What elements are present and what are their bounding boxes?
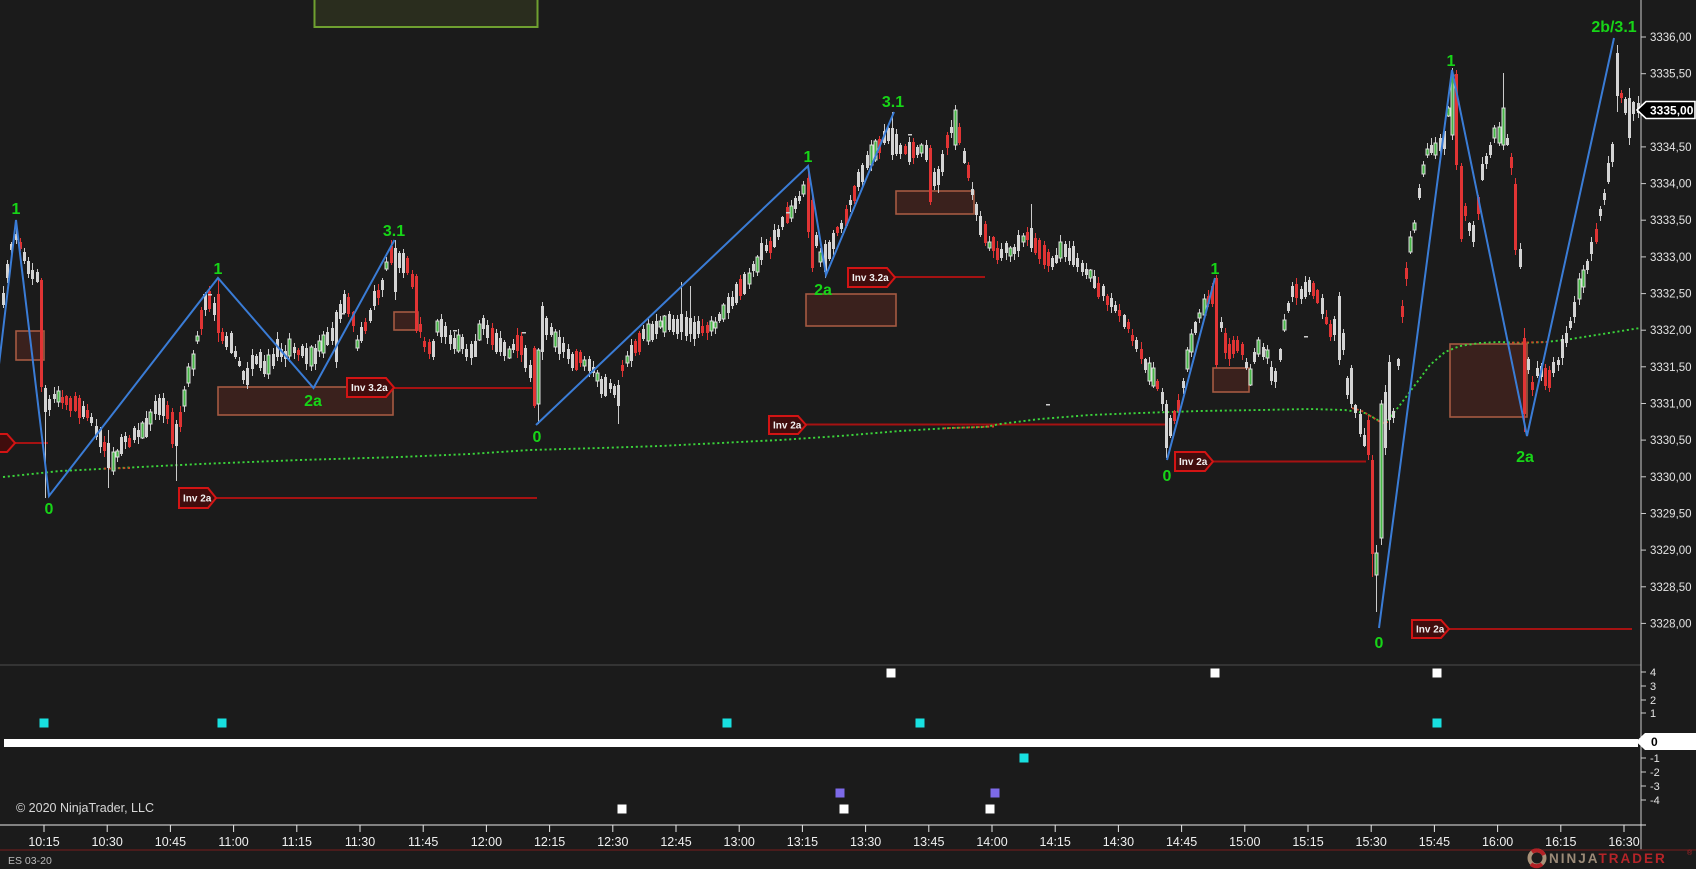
svg-text:1: 1 (214, 261, 223, 278)
svg-text:3.1: 3.1 (882, 94, 904, 111)
svg-text:14:45: 14:45 (1166, 835, 1197, 849)
svg-text:© 2020 NinjaTrader, LLC: © 2020 NinjaTrader, LLC (16, 801, 154, 815)
svg-text:3333,50: 3333,50 (1650, 215, 1692, 227)
svg-text:Inv 2a: Inv 2a (1179, 457, 1208, 468)
svg-text:16:00: 16:00 (1482, 835, 1513, 849)
svg-text:12:30: 12:30 (597, 835, 628, 849)
svg-text:11:15: 11:15 (282, 835, 312, 849)
svg-text:2b/3.1: 2b/3.1 (1591, 19, 1636, 36)
svg-text:13:30: 13:30 (850, 835, 881, 849)
svg-text:-3: -3 (1650, 781, 1660, 793)
svg-text:15:30: 15:30 (1356, 835, 1387, 849)
svg-text:13:15: 13:15 (787, 835, 818, 849)
svg-text:13:45: 13:45 (913, 835, 944, 849)
svg-text:10:45: 10:45 (155, 835, 186, 849)
svg-text:1: 1 (1447, 53, 1456, 70)
svg-text:11:30: 11:30 (345, 835, 375, 849)
svg-text:3331,50: 3331,50 (1650, 362, 1692, 374)
svg-text:3334,50: 3334,50 (1650, 142, 1692, 154)
svg-text:14:15: 14:15 (1040, 835, 1071, 849)
svg-text:3328,50: 3328,50 (1650, 582, 1692, 594)
svg-text:0: 0 (45, 501, 54, 518)
svg-text:10:15: 10:15 (28, 835, 59, 849)
svg-text:2a: 2a (1516, 449, 1534, 466)
svg-text:11:00: 11:00 (218, 835, 248, 849)
svg-text:1: 1 (1650, 708, 1656, 720)
svg-text:16:15: 16:15 (1545, 835, 1576, 849)
svg-text:2: 2 (1650, 695, 1656, 707)
svg-text:Inv 3.2a: Inv 3.2a (852, 273, 889, 284)
svg-text:1: 1 (1211, 261, 1220, 278)
svg-text:Inv 2a: Inv 2a (183, 494, 212, 505)
svg-text:3328,00: 3328,00 (1650, 618, 1692, 630)
svg-text:-4: -4 (1650, 795, 1660, 807)
svg-text:3331,00: 3331,00 (1650, 399, 1692, 411)
svg-text:ES 03-20: ES 03-20 (8, 855, 52, 867)
svg-text:13:00: 13:00 (724, 835, 755, 849)
svg-text:4: 4 (1650, 667, 1656, 679)
svg-text:15:45: 15:45 (1419, 835, 1450, 849)
svg-text:1: 1 (12, 201, 21, 218)
svg-text:2a: 2a (304, 393, 322, 410)
svg-text:NINJATRADER: NINJATRADER (1549, 851, 1667, 866)
svg-text:2a: 2a (814, 282, 832, 299)
svg-text:Inv 2a: Inv 2a (1416, 625, 1445, 636)
svg-text:0: 0 (1651, 735, 1658, 749)
svg-text:3332,50: 3332,50 (1650, 289, 1692, 301)
svg-text:3329,00: 3329,00 (1650, 545, 1692, 557)
svg-text:12:15: 12:15 (534, 835, 565, 849)
svg-text:16:30: 16:30 (1608, 835, 1639, 849)
svg-text:3329,50: 3329,50 (1650, 509, 1692, 521)
svg-text:0: 0 (1163, 468, 1172, 485)
svg-text:3.1: 3.1 (383, 223, 405, 240)
svg-text:3336,00: 3336,00 (1650, 32, 1692, 44)
svg-text:3335,50: 3335,50 (1650, 69, 1692, 81)
svg-text:0: 0 (1375, 635, 1384, 652)
svg-text:14:30: 14:30 (1103, 835, 1134, 849)
svg-text:3: 3 (1650, 681, 1656, 693)
svg-text:Inv 2a: Inv 2a (773, 421, 802, 432)
svg-text:3335,00: 3335,00 (1650, 104, 1694, 118)
svg-text:10:30: 10:30 (92, 835, 123, 849)
svg-text:3330,50: 3330,50 (1650, 435, 1692, 447)
svg-text:3332,00: 3332,00 (1650, 325, 1692, 337)
svg-text:14:00: 14:00 (976, 835, 1007, 849)
svg-text:15:15: 15:15 (1292, 835, 1323, 849)
svg-text:12:00: 12:00 (471, 835, 502, 849)
svg-text:®: ® (1687, 849, 1693, 857)
svg-text:-1: -1 (1650, 753, 1660, 765)
svg-text:3334,00: 3334,00 (1650, 179, 1692, 191)
svg-text:3330,00: 3330,00 (1650, 472, 1692, 484)
svg-text:0: 0 (533, 429, 542, 446)
svg-text:3333,00: 3333,00 (1650, 252, 1692, 264)
svg-text:15:00: 15:00 (1229, 835, 1260, 849)
svg-text:11:45: 11:45 (408, 835, 438, 849)
svg-text:1: 1 (804, 149, 813, 166)
svg-text:-2: -2 (1650, 767, 1660, 779)
svg-text:12:45: 12:45 (660, 835, 691, 849)
svg-text:Inv 3.2a: Inv 3.2a (351, 383, 388, 394)
